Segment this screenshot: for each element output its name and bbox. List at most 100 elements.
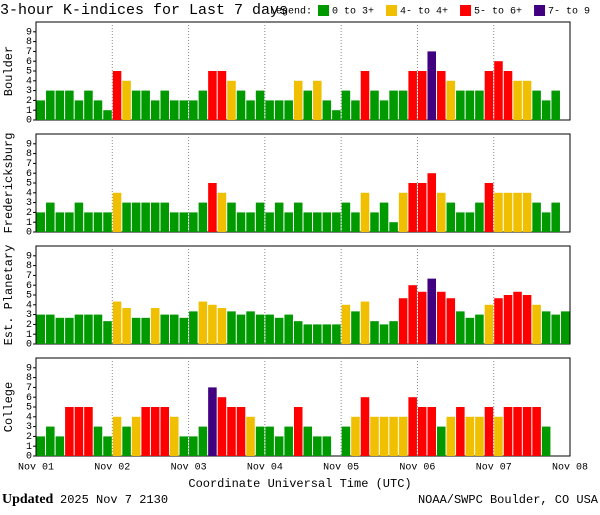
bar bbox=[112, 301, 122, 344]
bar bbox=[475, 314, 484, 344]
bar bbox=[36, 100, 46, 120]
bar bbox=[284, 426, 293, 456]
bar bbox=[284, 212, 293, 232]
bar bbox=[465, 317, 475, 344]
bar bbox=[494, 192, 503, 232]
bar bbox=[351, 311, 360, 344]
bar bbox=[503, 295, 513, 344]
x-tick-label: Nov 05 bbox=[323, 463, 359, 474]
bar bbox=[150, 308, 160, 344]
x-tick-label: Nov 07 bbox=[476, 463, 512, 474]
bar bbox=[341, 90, 351, 120]
bar bbox=[541, 212, 551, 232]
bar bbox=[456, 311, 465, 344]
bar bbox=[255, 426, 265, 456]
bar bbox=[255, 90, 265, 120]
bar bbox=[532, 407, 541, 456]
y-tick-label: 6 bbox=[26, 169, 32, 180]
bar bbox=[513, 291, 522, 344]
bar bbox=[398, 298, 408, 344]
bar bbox=[475, 416, 484, 456]
bar bbox=[93, 212, 103, 232]
y-tick-label: 1 bbox=[26, 442, 32, 453]
bar bbox=[112, 192, 122, 232]
legend-label: 4- to 4+ bbox=[400, 7, 448, 18]
bar bbox=[313, 324, 322, 344]
bar bbox=[265, 100, 274, 120]
bar bbox=[398, 90, 408, 120]
bar bbox=[370, 90, 379, 120]
bar bbox=[246, 100, 255, 120]
y-tick-label: 4 bbox=[26, 412, 32, 423]
bar bbox=[36, 212, 46, 232]
bar bbox=[541, 311, 551, 344]
bar bbox=[255, 314, 265, 344]
bar bbox=[379, 202, 389, 232]
bar bbox=[170, 416, 179, 456]
bar bbox=[141, 202, 150, 232]
bar bbox=[179, 317, 189, 344]
legend-title: Legend: bbox=[270, 6, 312, 18]
bar bbox=[208, 387, 217, 456]
bar bbox=[541, 100, 551, 120]
bar bbox=[93, 426, 103, 456]
bar bbox=[141, 317, 150, 344]
x-tick-label: Nov 08 bbox=[552, 463, 588, 474]
bar bbox=[55, 90, 65, 120]
bar bbox=[437, 71, 446, 120]
bar bbox=[446, 80, 456, 120]
bar bbox=[389, 321, 398, 344]
bar bbox=[131, 416, 141, 456]
bar bbox=[341, 304, 351, 344]
bar bbox=[522, 407, 532, 456]
bar bbox=[74, 100, 84, 120]
bar bbox=[131, 202, 141, 232]
bar bbox=[408, 71, 417, 120]
bar bbox=[446, 202, 456, 232]
legend-label: 0 to 3+ bbox=[332, 7, 374, 18]
y-axis-label: Est. Planetary bbox=[2, 245, 16, 346]
bar bbox=[322, 324, 332, 344]
bar bbox=[351, 100, 360, 120]
bar bbox=[360, 301, 370, 344]
y-tick-label: 4 bbox=[26, 188, 32, 199]
bar bbox=[313, 80, 322, 120]
bar bbox=[103, 436, 112, 456]
bar bbox=[370, 321, 379, 344]
y-tick-label: 5 bbox=[26, 179, 32, 190]
bar bbox=[170, 100, 179, 120]
x-tick-label: Nov 02 bbox=[94, 463, 130, 474]
y-tick-label: 9 bbox=[26, 139, 32, 150]
bar bbox=[189, 100, 198, 120]
bar bbox=[131, 317, 141, 344]
bar bbox=[341, 202, 351, 232]
bar bbox=[522, 295, 532, 344]
bar bbox=[551, 314, 560, 344]
bar bbox=[494, 298, 503, 344]
bar bbox=[198, 301, 208, 344]
x-tick-label: Nov 03 bbox=[171, 463, 207, 474]
y-tick-label: 4 bbox=[26, 76, 32, 87]
bar bbox=[427, 173, 436, 232]
y-tick-label: 2 bbox=[26, 320, 32, 331]
bar bbox=[217, 308, 227, 344]
y-tick-label: 4 bbox=[26, 300, 32, 311]
bar bbox=[160, 202, 169, 232]
bar bbox=[179, 436, 189, 456]
bar bbox=[484, 304, 494, 344]
bar bbox=[437, 426, 446, 456]
bar bbox=[293, 202, 303, 232]
bar bbox=[65, 212, 74, 232]
bar bbox=[131, 90, 141, 120]
bar bbox=[389, 222, 398, 232]
bar bbox=[332, 324, 341, 344]
bar bbox=[417, 407, 427, 456]
y-tick-label: 7 bbox=[26, 159, 32, 170]
y-tick-label: 1 bbox=[26, 218, 32, 229]
bar bbox=[332, 212, 341, 232]
bar bbox=[217, 192, 227, 232]
bar bbox=[141, 407, 150, 456]
bar bbox=[360, 71, 370, 120]
bar bbox=[179, 212, 189, 232]
bar bbox=[389, 416, 398, 456]
